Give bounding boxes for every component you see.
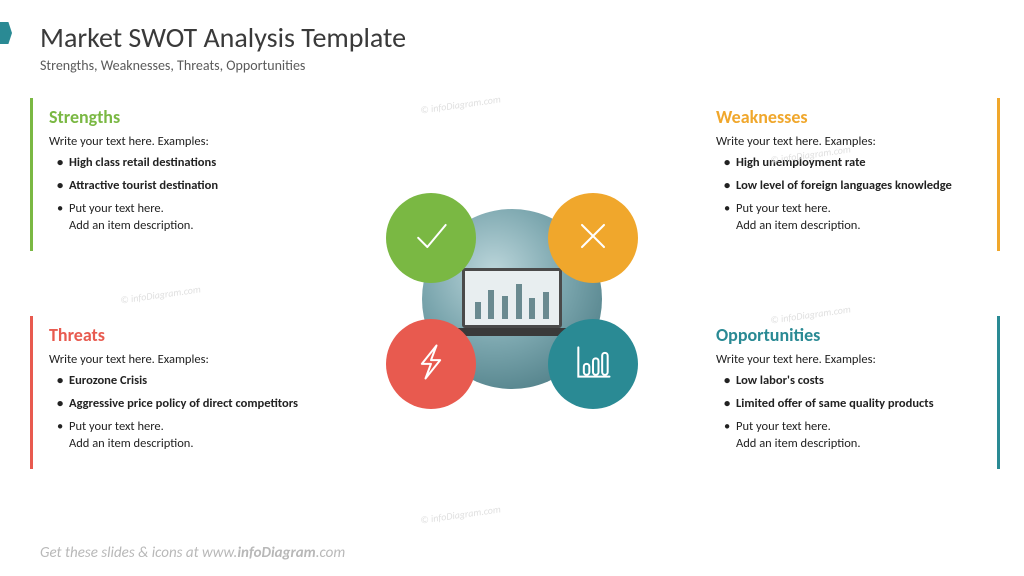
laptop-illustration: [452, 268, 572, 348]
list-item: Put your text here.Add an item descripti…: [724, 201, 981, 235]
strengths-list: High class retail destinations Attractive…: [49, 155, 314, 235]
list-item: High class retail destinations: [57, 155, 314, 172]
slide-subtitle: Strengths, Weaknesses, Threats, Opportun…: [40, 57, 984, 74]
check-icon: [409, 214, 453, 263]
footer-prefix: Get these slides & icons at www.: [40, 544, 237, 562]
opportunities-title: Opportunities: [716, 324, 981, 346]
threats-title: Threats: [49, 324, 314, 346]
weaknesses-circle: [548, 193, 638, 283]
list-item: Attractive tourist destination: [57, 178, 314, 195]
strengths-title: Strengths: [49, 106, 314, 128]
list-item: Limited offer of same quality products: [724, 396, 981, 413]
threats-panel: Threats Write your text here. Examples: …: [30, 316, 330, 469]
list-item: Low level of foreign languages knowledge: [724, 178, 981, 195]
weaknesses-panel: Weaknesses Write your text here. Example…: [700, 98, 1000, 251]
watermark: © infoDiagram.com: [419, 92, 501, 116]
threats-intro: Write your text here. Examples:: [49, 352, 314, 367]
watermark: © infoDiagram.com: [119, 282, 201, 306]
threats-list: Eurozone Crisis Aggressive price policy o…: [49, 373, 314, 453]
laptop-screen: [462, 268, 562, 328]
list-item: High unemployment rate: [724, 155, 981, 172]
weaknesses-intro: Write your text here. Examples:: [716, 134, 981, 149]
watermark: © infoDiagram.com: [419, 502, 501, 526]
list-item: Put your text here.Add an item descripti…: [57, 419, 314, 453]
footer-suffix: .com: [316, 544, 345, 562]
list-item: Low labor's costs: [724, 373, 981, 390]
strengths-intro: Write your text here. Examples:: [49, 134, 314, 149]
list-item: Eurozone Crisis: [57, 373, 314, 390]
cross-icon: [571, 214, 615, 263]
threats-circle: [386, 319, 476, 409]
list-item: Put your text here.Add an item descripti…: [57, 201, 314, 235]
weaknesses-list: High unemployment rate Low level of forei…: [716, 155, 981, 235]
opportunities-list: Low labor's costs Limited offer of same q…: [716, 373, 981, 453]
list-item: Put your text here.Add an item descripti…: [724, 419, 981, 453]
opportunities-circle: [548, 319, 638, 409]
lightning-icon: [409, 340, 453, 389]
slide-title: Market SWOT Analysis Template: [40, 20, 984, 55]
opportunities-panel: Opportunities Write your text here. Exam…: [700, 316, 1000, 469]
laptop-base: [452, 328, 572, 336]
slide-header: Market SWOT Analysis Template Strengths,…: [0, 0, 1024, 82]
footer-attribution: Get these slides & icons at www.infoDiag…: [40, 544, 345, 562]
swot-content: Strengths Write your text here. Examples…: [0, 88, 1024, 528]
center-graphic: [382, 169, 642, 429]
opportunities-intro: Write your text here. Examples:: [716, 352, 981, 367]
strengths-panel: Strengths Write your text here. Examples…: [30, 98, 330, 251]
barchart-icon: [571, 340, 615, 389]
weaknesses-title: Weaknesses: [716, 106, 981, 128]
strengths-circle: [386, 193, 476, 283]
list-item: Aggressive price policy of direct compet…: [57, 396, 314, 413]
footer-brand: infoDiagram: [237, 544, 315, 562]
